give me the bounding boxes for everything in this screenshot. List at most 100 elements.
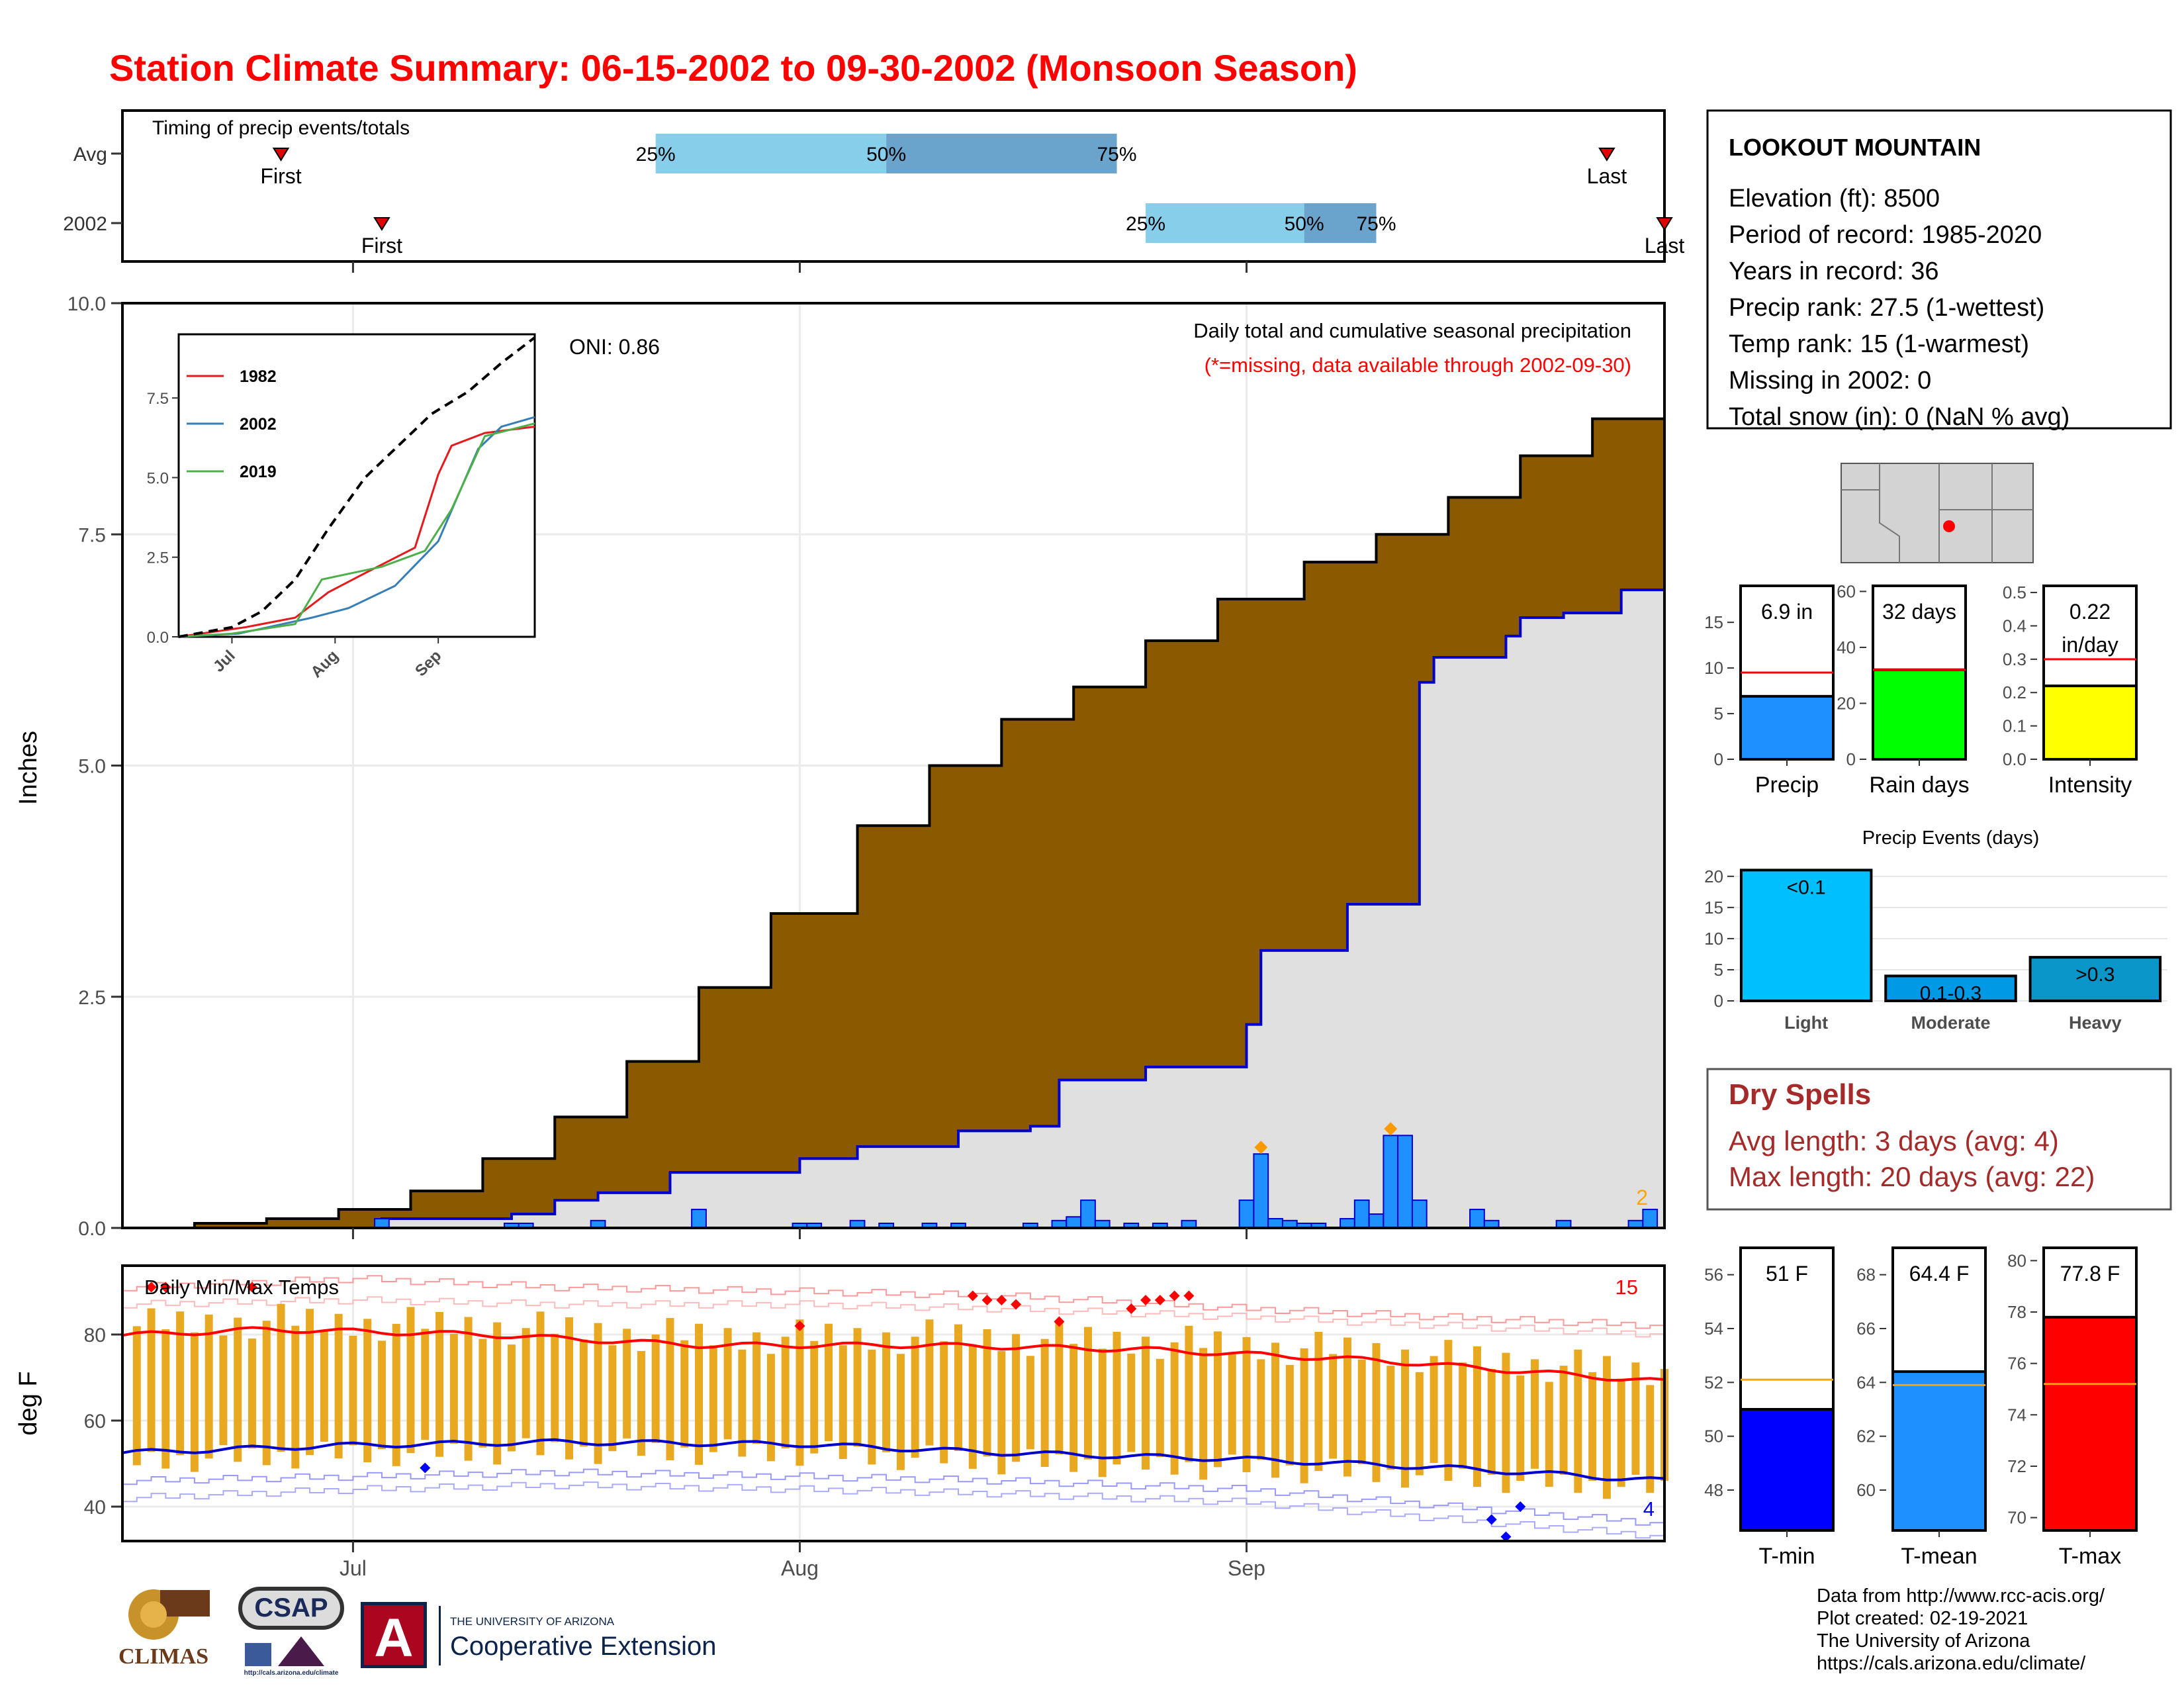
state-border-west: [1841, 489, 1900, 563]
daily-temp-range-bar: [1199, 1348, 1208, 1480]
events-y-tick-label: 15: [1704, 898, 1723, 917]
summary-bar: [1872, 668, 1967, 761]
bar-y-tick-label: 0: [1846, 749, 1856, 769]
summary-bar: [2042, 1315, 2138, 1532]
precip-y-tick-label: 2.5: [78, 987, 106, 1009]
bar-y-tick-label: 20: [1837, 693, 1856, 713]
record-high-marker: [1126, 1303, 1137, 1314]
daily-precip-bar: [1642, 1209, 1659, 1229]
record-max-upper-line: [122, 1275, 1665, 1329]
inset-y-tick-label: 2.5: [147, 549, 169, 567]
record-low-marker: [1515, 1501, 1526, 1512]
avg-cumulative-line: [122, 381, 1666, 1229]
record-low-marker: [1500, 1531, 1512, 1542]
daily-temp-range-bar: [1617, 1378, 1625, 1487]
last-event-marker: [1598, 148, 1615, 162]
event-bar: [2028, 956, 2162, 1002]
bar-value-label: 0.22: [2070, 600, 2111, 624]
daily-temp-range-bar: [623, 1329, 631, 1438]
daily-temp-range-bar: [507, 1344, 516, 1452]
daily-temp-range-bar: [306, 1309, 314, 1456]
daily-temp-range-bar: [421, 1329, 430, 1440]
station-info-line: Temp rank: 15 (1-warmest): [1729, 330, 2029, 358]
year-cumulative-area: [122, 590, 1664, 1228]
bar-y-tick-label: 76: [2007, 1354, 2026, 1374]
daily-temp-range-bar: [608, 1345, 617, 1452]
bar-category-label: T-mean: [1901, 1544, 1977, 1569]
bar-y-tick-label: 72: [2007, 1456, 2026, 1476]
daily-temp-range-bar: [176, 1311, 185, 1456]
daily-temp-range-bar: [868, 1349, 876, 1465]
inset-legend-label: 2019: [240, 463, 277, 481]
inset-avg-line: [178, 336, 536, 638]
daily-temp-range-bar: [983, 1329, 991, 1457]
daily-precip-bar: [1383, 1135, 1399, 1229]
daily-temp-range-bar: [1185, 1325, 1193, 1462]
record-high-marker: [996, 1295, 1007, 1305]
precip-y-tick-label: 7.5: [78, 524, 106, 546]
station-info-line: Missing in 2002: 0: [1729, 367, 1931, 395]
bar-category-label: T-max: [2059, 1544, 2121, 1569]
temp-x-tick-label: Sep: [1228, 1556, 1265, 1580]
daily-temp-range-bar: [320, 1331, 328, 1442]
daily-temp-range-bar: [248, 1338, 256, 1449]
bar-y-tick-label: 56: [1704, 1265, 1723, 1285]
daily-temp-range-bar: [1646, 1385, 1655, 1493]
bar-category-label: T-min: [1759, 1544, 1815, 1569]
daily-temp-range-bar: [262, 1321, 271, 1466]
daily-temp-range-bar: [1285, 1364, 1294, 1466]
footer-line: Data from http://www.rcc-acis.org/: [1817, 1585, 2105, 1607]
daily-temp-range-bar: [796, 1319, 804, 1466]
bar-value-label: 77.8 F: [2060, 1262, 2120, 1286]
record-high-marker: [1154, 1295, 1165, 1305]
ua-line1: THE UNIVERSITY OF ARIZONA: [450, 1615, 615, 1628]
summary-bar: [1739, 1408, 1835, 1532]
climas-label: CLIMAS: [118, 1644, 209, 1669]
page-title: Station Climate Summary: 06-15-2002 to 0…: [109, 47, 1357, 89]
quartile-box-upper: [1304, 203, 1377, 243]
temp-panel-title: Daily Min/Max Temps: [144, 1276, 339, 1299]
daily-temp-range-bar: [1531, 1359, 1539, 1469]
bar-y-tick-label: 0.1: [2003, 716, 2026, 736]
temp-y-tick-label: 80: [84, 1325, 106, 1346]
record-low-marker: [420, 1462, 431, 1474]
inset-frame: [177, 333, 536, 638]
quartile-25-label: 25%: [1126, 213, 1165, 235]
daily-temp-range-bar: [911, 1336, 919, 1458]
daily-temp-range-bar: [277, 1303, 285, 1452]
csap-url: http://cals.arizona.edu/climate: [244, 1669, 339, 1677]
daily-record-marker: [1384, 1122, 1398, 1136]
precip-y-axis-title: Inches: [15, 731, 42, 805]
daily-temp-range-bar: [968, 1346, 977, 1469]
daily-temp-range-bar: [1631, 1362, 1640, 1475]
bar-y-tick-label: 74: [2007, 1405, 2026, 1425]
daily-precip-bar: [1469, 1209, 1485, 1229]
daily-temp-range-bar: [1487, 1369, 1496, 1475]
daily-temp-range-bar: [536, 1311, 545, 1456]
mountain-icon: [245, 1636, 324, 1666]
daily-temp-range-bar: [1602, 1356, 1611, 1499]
daily-temp-range-bar: [205, 1314, 213, 1459]
daily-precip-bar: [1397, 1135, 1413, 1229]
timing-row-label: 2002: [63, 213, 107, 235]
daily-temp-range-bar: [1213, 1331, 1222, 1468]
bar-category-label: Rain days: [1869, 773, 1969, 798]
bar-y-tick-label: 60: [1837, 581, 1856, 601]
quartile-50-label: 50%: [866, 144, 906, 165]
station-info-line: Elevation (ft): 8500: [1729, 185, 1940, 212]
bar-value-label: 64.4 F: [1909, 1262, 1970, 1286]
daily-precip-bar: [1080, 1199, 1096, 1229]
daily-temp-range-bar: [1459, 1362, 1467, 1469]
temp-y-tick-label: 40: [84, 1497, 106, 1519]
daily-temp-range-bar: [882, 1332, 891, 1452]
daily-temp-range-bar: [695, 1323, 704, 1465]
bar-y-tick-label: 70: [2007, 1508, 2026, 1528]
quartile-box-upper: [886, 134, 1117, 173]
event-category-label: Light: [1784, 1013, 1828, 1033]
events-y-tick-label: 20: [1704, 867, 1723, 886]
last-event-label: Last: [1587, 164, 1627, 188]
daily-temp-range-bar: [291, 1325, 300, 1469]
daily-temp-range-bar: [565, 1317, 574, 1460]
daily-temp-range-bar: [1170, 1342, 1179, 1475]
